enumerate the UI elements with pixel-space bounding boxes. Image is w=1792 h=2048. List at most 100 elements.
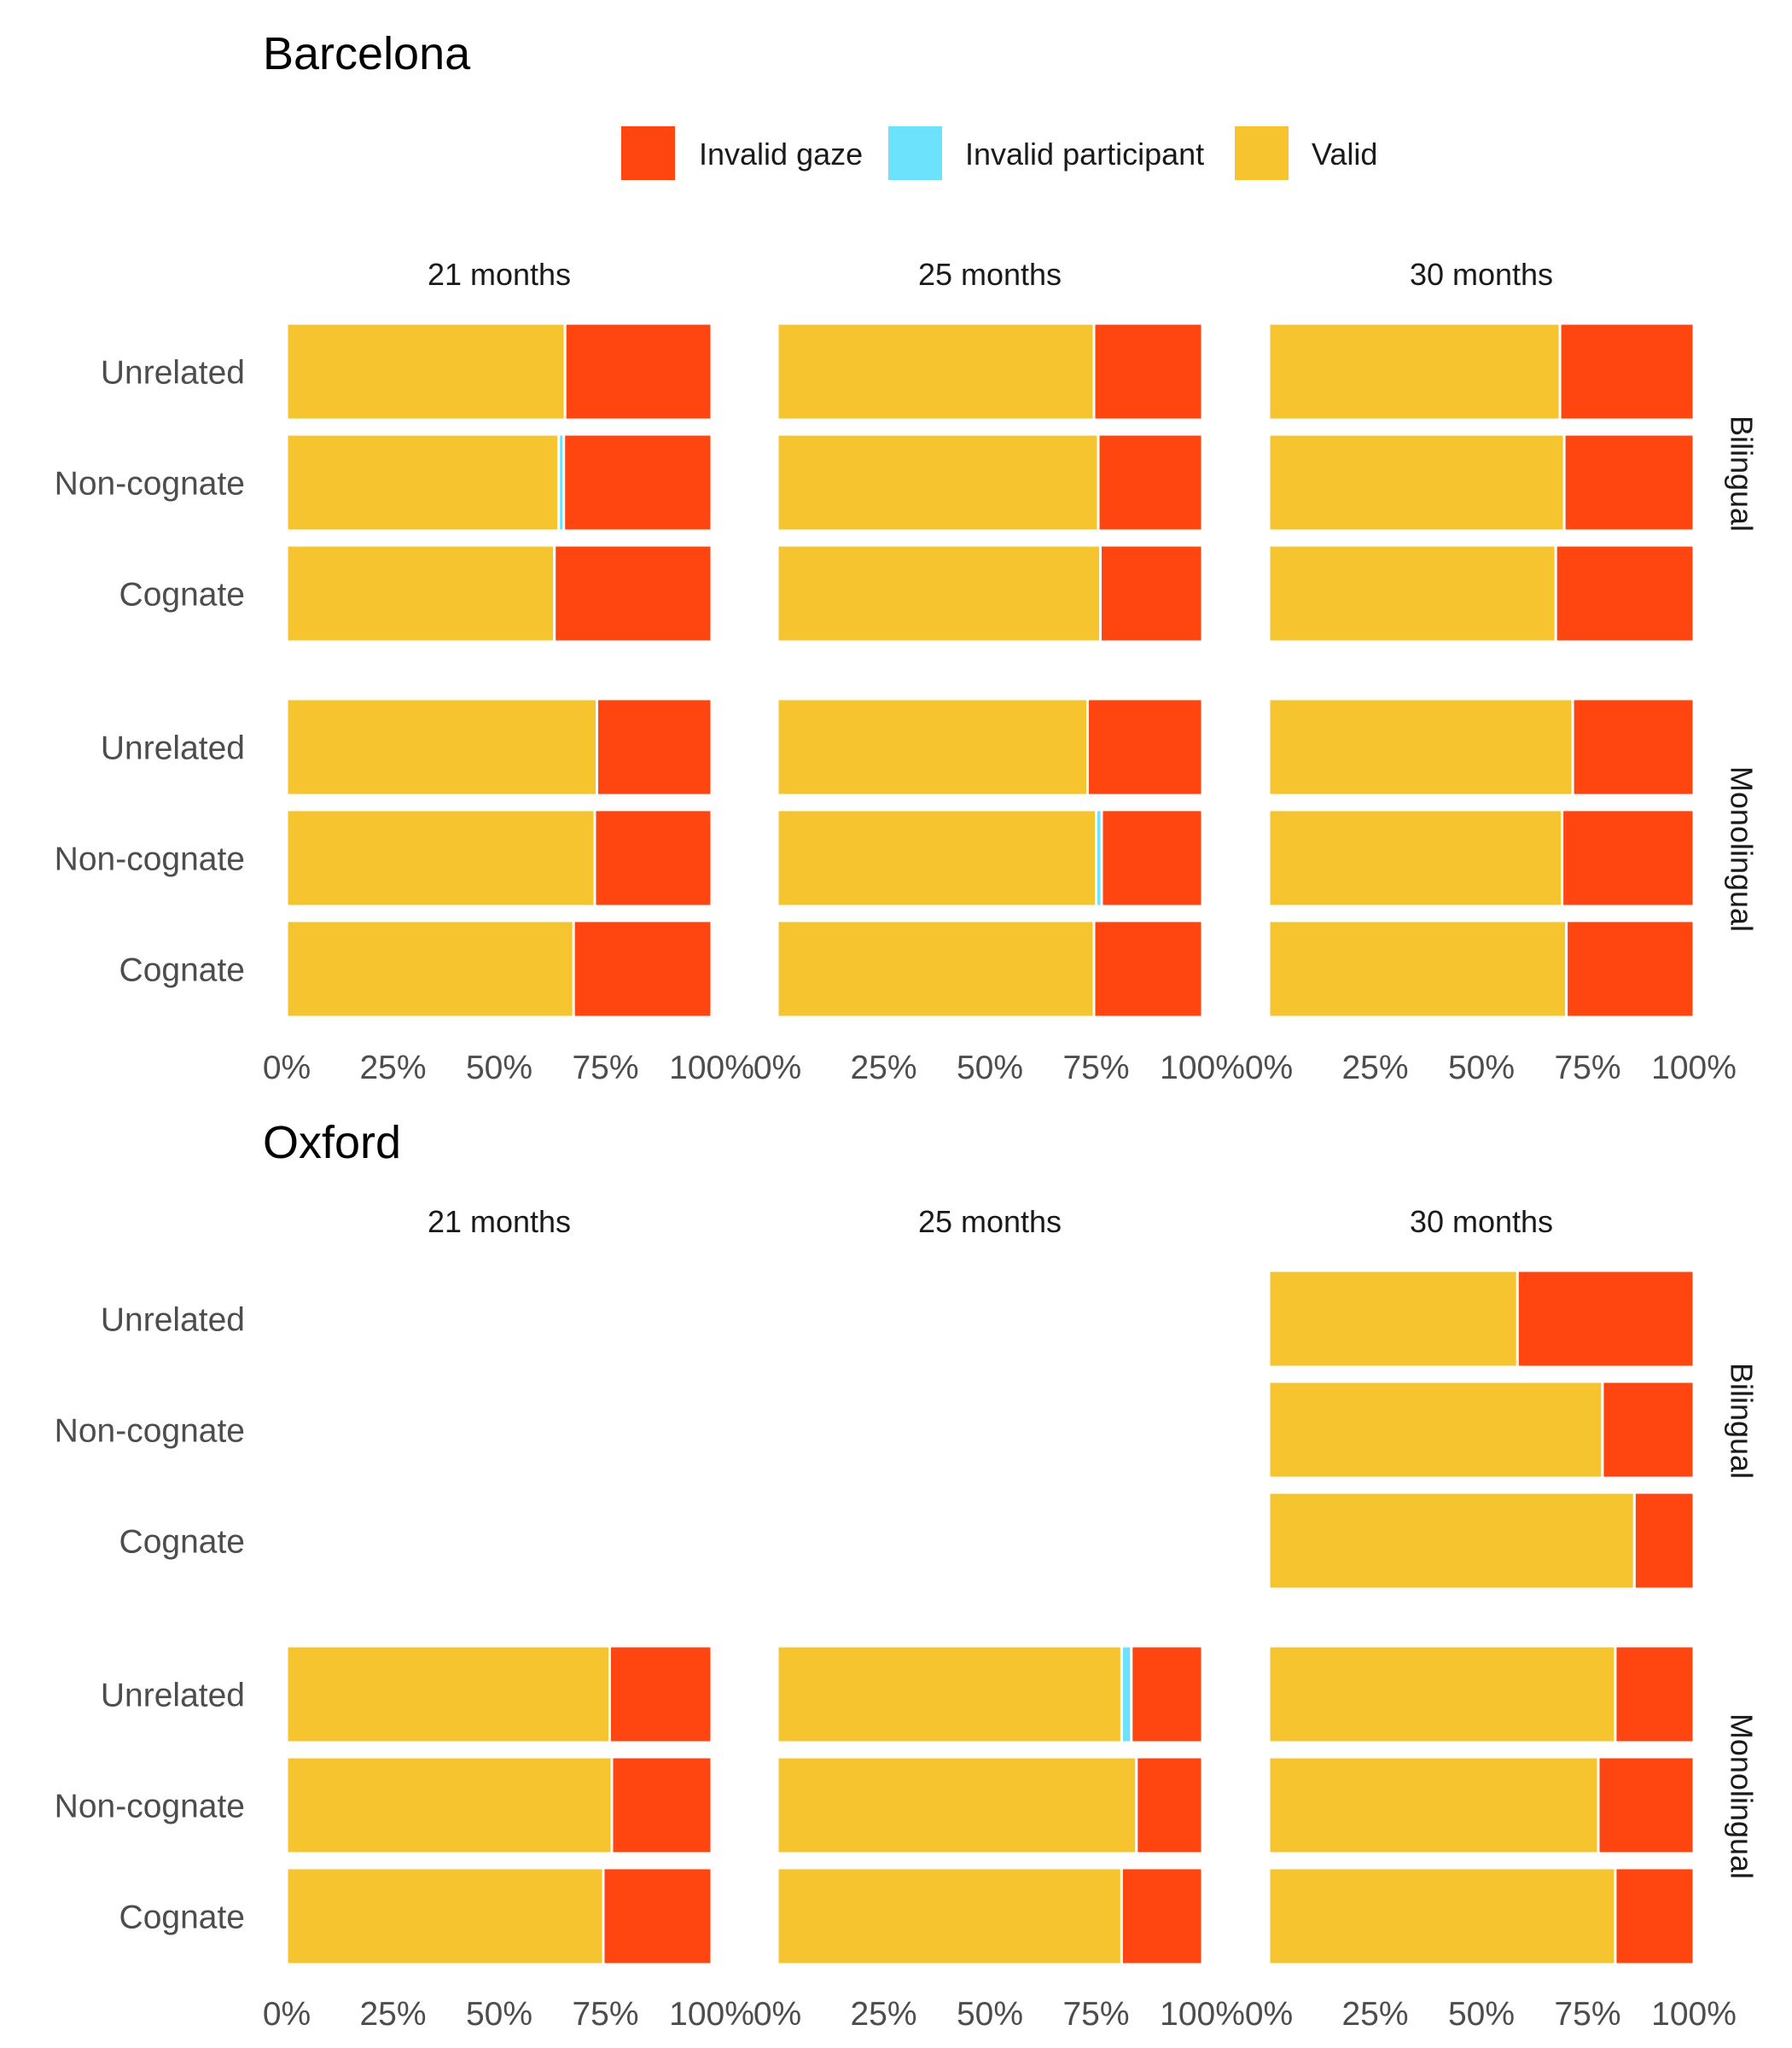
oxford-30-months-monolingual-non-cognate-bar-valid xyxy=(1267,1755,1600,1855)
barcelona-25-months-tick-100: 100% xyxy=(1160,1050,1245,1086)
oxford-monolingual-label-non-cognate: Non-cognate xyxy=(55,1789,245,1825)
oxford-30-months-tick-0: 0% xyxy=(1245,1996,1293,2033)
barcelona-monolingual-label-unrelated: Unrelated xyxy=(101,730,245,767)
barcelona-25-months-monolingual-non-cognate-bar-valid xyxy=(776,808,1097,908)
barcelona-30-months-tick-50: 50% xyxy=(1448,1050,1515,1086)
barcelona-25-months-bilingual-cognate-bar-valid xyxy=(776,544,1102,643)
barcelona-strip-21-months: 21 months xyxy=(428,257,571,292)
oxford-30-months-tick-100: 100% xyxy=(1651,1996,1737,2033)
barcelona-21-months-tick-0: 0% xyxy=(263,1050,311,1086)
oxford-21-months-monolingual-cognate-bar-invalid-gaze xyxy=(602,1866,713,1966)
barcelona-25-months-monolingual-unrelated-bar-invalid-gaze xyxy=(1086,697,1204,797)
barcelona-21-months-tick-50: 50% xyxy=(466,1050,532,1086)
barcelona-30-months-tick-100: 100% xyxy=(1651,1050,1737,1086)
barcelona-21-months-monolingual-unrelated-bar-invalid-gaze xyxy=(596,697,713,797)
oxford-30-months-monolingual-cognate-bar-invalid-gaze xyxy=(1614,1866,1696,1966)
barcelona-25-months-monolingual-unrelated-bar-valid xyxy=(776,697,1089,797)
barcelona-25-months-bilingual-unrelated-bar-invalid-gaze xyxy=(1092,322,1204,422)
oxford-25-months-tick-75: 75% xyxy=(1062,1996,1129,2033)
barcelona-30-months-bilingual-unrelated-bar-invalid-gaze xyxy=(1558,322,1696,422)
oxford-25-months-monolingual-non-cognate-bar-invalid-gaze xyxy=(1135,1755,1204,1855)
legend: Invalid gaze Invalid participant Valid xyxy=(621,126,1377,180)
oxford-strip-monolingual: Monolingual xyxy=(1724,1713,1759,1879)
oxford-bilingual-label-unrelated: Unrelated xyxy=(101,1302,245,1339)
oxford-21-months-monolingual-non-cognate-bar-valid xyxy=(285,1755,614,1855)
legend-label-invalid-participant: Invalid participant xyxy=(965,137,1204,172)
barcelona-strip-monolingual: Monolingual xyxy=(1724,766,1759,932)
oxford-chart-title: Oxford xyxy=(263,1117,401,1168)
oxford-strip-bilingual: Bilingual xyxy=(1724,1363,1759,1479)
barcelona-21-months-monolingual-unrelated-bar-valid xyxy=(285,697,598,797)
barcelona-strip-25-months: 25 months xyxy=(918,257,1062,292)
barcelona-25-months-bilingual-unrelated-bar-valid xyxy=(776,322,1096,422)
chart-panels: Barcelona 21 months 25 months 30 months Bili… xyxy=(55,28,1760,2033)
barcelona-30-months-monolingual-cognate-bar-invalid-gaze xyxy=(1565,919,1696,1019)
oxford-30-months-bilingual-non-cognate-bar-invalid-gaze xyxy=(1601,1380,1696,1480)
barcelona-30-months-tick-0: 0% xyxy=(1245,1050,1293,1086)
barcelona-21-months-monolingual-cognate-bar-valid xyxy=(285,919,575,1019)
oxford-25-months-monolingual-unrelated-bar-invalid-participant xyxy=(1120,1644,1133,1744)
barcelona-21-months-bilingual-cognate-bar-valid xyxy=(285,544,556,643)
barcelona-bilingual-label-non-cognate: Non-cognate xyxy=(55,466,245,503)
barcelona-30-months-bilingual-non-cognate-bar-invalid-gaze xyxy=(1562,433,1696,532)
oxford-21-months-monolingual-non-cognate-bar-invalid-gaze xyxy=(610,1755,713,1855)
barcelona-21-months-tick-75: 75% xyxy=(572,1050,638,1086)
oxford-30-months-bilingual-cognate-bar-valid xyxy=(1267,1491,1636,1591)
barcelona-25-months-tick-75: 75% xyxy=(1062,1050,1129,1086)
barcelona-30-months-monolingual-unrelated-bar-invalid-gaze xyxy=(1571,697,1696,797)
barcelona-chart-title: Barcelona xyxy=(263,28,471,79)
legend-swatch-invalid-participant xyxy=(888,126,942,180)
oxford-bilingual-label-non-cognate: Non-cognate xyxy=(55,1413,245,1450)
legend-swatch-valid xyxy=(1235,126,1289,180)
oxford-21-months-tick-0: 0% xyxy=(263,1996,311,2033)
barcelona-30-months-tick-25: 25% xyxy=(1341,1050,1408,1086)
oxford-30-months-bilingual-unrelated-bar-invalid-gaze xyxy=(1516,1269,1696,1369)
oxford-30-months-tick-25: 25% xyxy=(1341,1996,1408,2033)
oxford-21-months-tick-75: 75% xyxy=(572,1996,638,2033)
oxford-30-months-bilingual-cognate-bar-invalid-gaze xyxy=(1632,1491,1696,1591)
oxford-strip-30-months: 30 months xyxy=(1410,1204,1553,1239)
barcelona-25-months-bilingual-non-cognate-bar-valid xyxy=(776,433,1100,532)
barcelona-21-months-bilingual-unrelated-bar-invalid-gaze xyxy=(563,322,713,422)
barcelona-21-months-bilingual-unrelated-bar-valid xyxy=(285,322,567,422)
barcelona-30-months-monolingual-unrelated-bar-valid xyxy=(1267,697,1574,797)
barcelona-25-months-bilingual-non-cognate-bar-invalid-gaze xyxy=(1097,433,1204,532)
barcelona-25-months-tick-50: 50% xyxy=(957,1050,1023,1086)
oxford-30-months-monolingual-unrelated-bar-invalid-gaze xyxy=(1614,1644,1696,1744)
oxford-21-months-monolingual-unrelated-bar-valid xyxy=(285,1644,611,1744)
barcelona-30-months-bilingual-unrelated-bar-valid xyxy=(1267,322,1562,422)
oxford-25-months-monolingual-unrelated-bar-invalid-gaze xyxy=(1130,1644,1204,1744)
oxford-25-months-tick-50: 50% xyxy=(957,1996,1023,2033)
barcelona-30-months-bilingual-cognate-bar-invalid-gaze xyxy=(1554,544,1696,643)
barcelona-30-months-bilingual-non-cognate-bar-valid xyxy=(1267,433,1566,532)
barcelona-30-months-tick-75: 75% xyxy=(1554,1050,1620,1086)
barcelona-30-months-monolingual-non-cognate-bar-invalid-gaze xyxy=(1561,808,1696,908)
oxford-30-months-bilingual-non-cognate-bar-valid xyxy=(1267,1380,1604,1480)
oxford-25-months-tick-0: 0% xyxy=(753,1996,801,2033)
barcelona-30-months-monolingual-non-cognate-bar-valid xyxy=(1267,808,1564,908)
oxford-21-months-tick-50: 50% xyxy=(466,1996,532,2033)
barcelona-21-months-monolingual-non-cognate-bar-valid xyxy=(285,808,596,908)
barcelona-25-months-tick-25: 25% xyxy=(850,1050,916,1086)
oxford-21-months-monolingual-unrelated-bar-invalid-gaze xyxy=(608,1644,713,1744)
oxford-monolingual-label-unrelated: Unrelated xyxy=(101,1678,245,1714)
barcelona-30-months-bilingual-cognate-bar-valid xyxy=(1267,544,1557,643)
barcelona-bilingual-label-unrelated: Unrelated xyxy=(101,355,245,392)
barcelona-25-months-monolingual-cognate-bar-valid xyxy=(776,919,1096,1019)
oxford-monolingual-label-cognate: Cognate xyxy=(119,1900,245,1936)
barcelona-25-months-monolingual-non-cognate-bar-invalid-gaze xyxy=(1100,808,1204,908)
barcelona-monolingual-label-non-cognate: Non-cognate xyxy=(55,841,245,878)
legend-swatch-invalid-gaze xyxy=(621,126,675,180)
oxford-21-months-monolingual-cognate-bar-valid xyxy=(285,1866,605,1966)
oxford-30-months-bilingual-unrelated-bar-valid xyxy=(1267,1269,1519,1369)
legend-label-invalid-gaze: Invalid gaze xyxy=(699,137,863,172)
barcelona-21-months-monolingual-non-cognate-bar-invalid-gaze xyxy=(593,808,713,908)
legend-label-valid: Valid xyxy=(1312,137,1377,172)
oxford-25-months-tick-100: 100% xyxy=(1160,1996,1245,2033)
barcelona-bilingual-label-cognate: Cognate xyxy=(119,577,245,614)
oxford-25-months-monolingual-cognate-bar-valid xyxy=(776,1866,1123,1966)
oxford-30-months-monolingual-cognate-bar-valid xyxy=(1267,1866,1617,1966)
oxford-21-months-tick-100: 100% xyxy=(669,1996,754,2033)
oxford-bilingual-label-cognate: Cognate xyxy=(119,1524,245,1561)
